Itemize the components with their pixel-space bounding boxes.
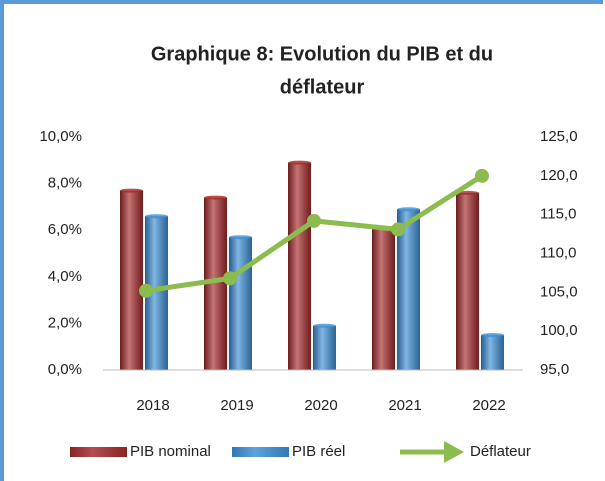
x-tick-label: 2020 [304, 397, 337, 414]
bar-cap [204, 195, 227, 200]
bar-cap [120, 188, 143, 193]
bar-cap [288, 160, 311, 165]
line-point [391, 222, 405, 237]
bar-cap [481, 333, 504, 338]
bar-cap [456, 190, 479, 195]
y2-tick-label: 95,0 [540, 361, 569, 378]
bar-cap [313, 323, 336, 328]
bar-shine [288, 162, 311, 370]
bar-shine [481, 335, 504, 370]
line-point [475, 168, 489, 183]
legend-label: PIB nominal [130, 443, 211, 460]
legend-arrow [444, 441, 464, 463]
y-tick-label: 0,0% [48, 361, 82, 378]
y2-tick-label: 120,0 [540, 167, 578, 184]
x-tick-label: 2018 [136, 397, 169, 414]
line-point [139, 283, 153, 298]
bar-shine [372, 227, 395, 370]
bar-cap [229, 235, 252, 240]
chart-title: Graphique 8: Evolution du PIB et du [151, 43, 493, 65]
legend-swatch-shine [232, 447, 289, 457]
legend-label: Déflateur [470, 443, 531, 460]
x-tick-label: 2019 [220, 397, 253, 414]
bar-shine [145, 216, 168, 370]
chart-title: déflateur [280, 76, 365, 98]
bar-cap [397, 207, 420, 212]
x-tick-label: 2021 [388, 397, 421, 414]
y2-tick-label: 100,0 [540, 322, 578, 339]
y-tick-label: 4,0% [48, 268, 82, 285]
x-tick-label: 2022 [472, 397, 505, 414]
line-point [223, 271, 237, 286]
bar-shine [229, 237, 252, 370]
y2-tick-label: 110,0 [540, 244, 576, 261]
bar-shine [397, 209, 420, 370]
y2-tick-label: 115,0 [540, 206, 576, 223]
bar-shine [120, 190, 143, 370]
y2-tick-label: 125,0 [540, 128, 578, 145]
y-tick-label: 2,0% [48, 314, 82, 331]
y-tick-label: 6,0% [48, 221, 82, 238]
y-tick-label: 10,0% [39, 128, 82, 145]
bar-cap [145, 214, 168, 219]
legend-swatch-shine [70, 447, 127, 457]
y2-tick-label: 105,0 [540, 283, 578, 300]
y-tick-label: 8,0% [48, 175, 82, 192]
line-point [307, 213, 321, 228]
bar-shine [456, 192, 479, 370]
legend-label: PIB réel [292, 443, 345, 460]
bar-shine [313, 325, 336, 370]
bar-shine [204, 197, 227, 370]
